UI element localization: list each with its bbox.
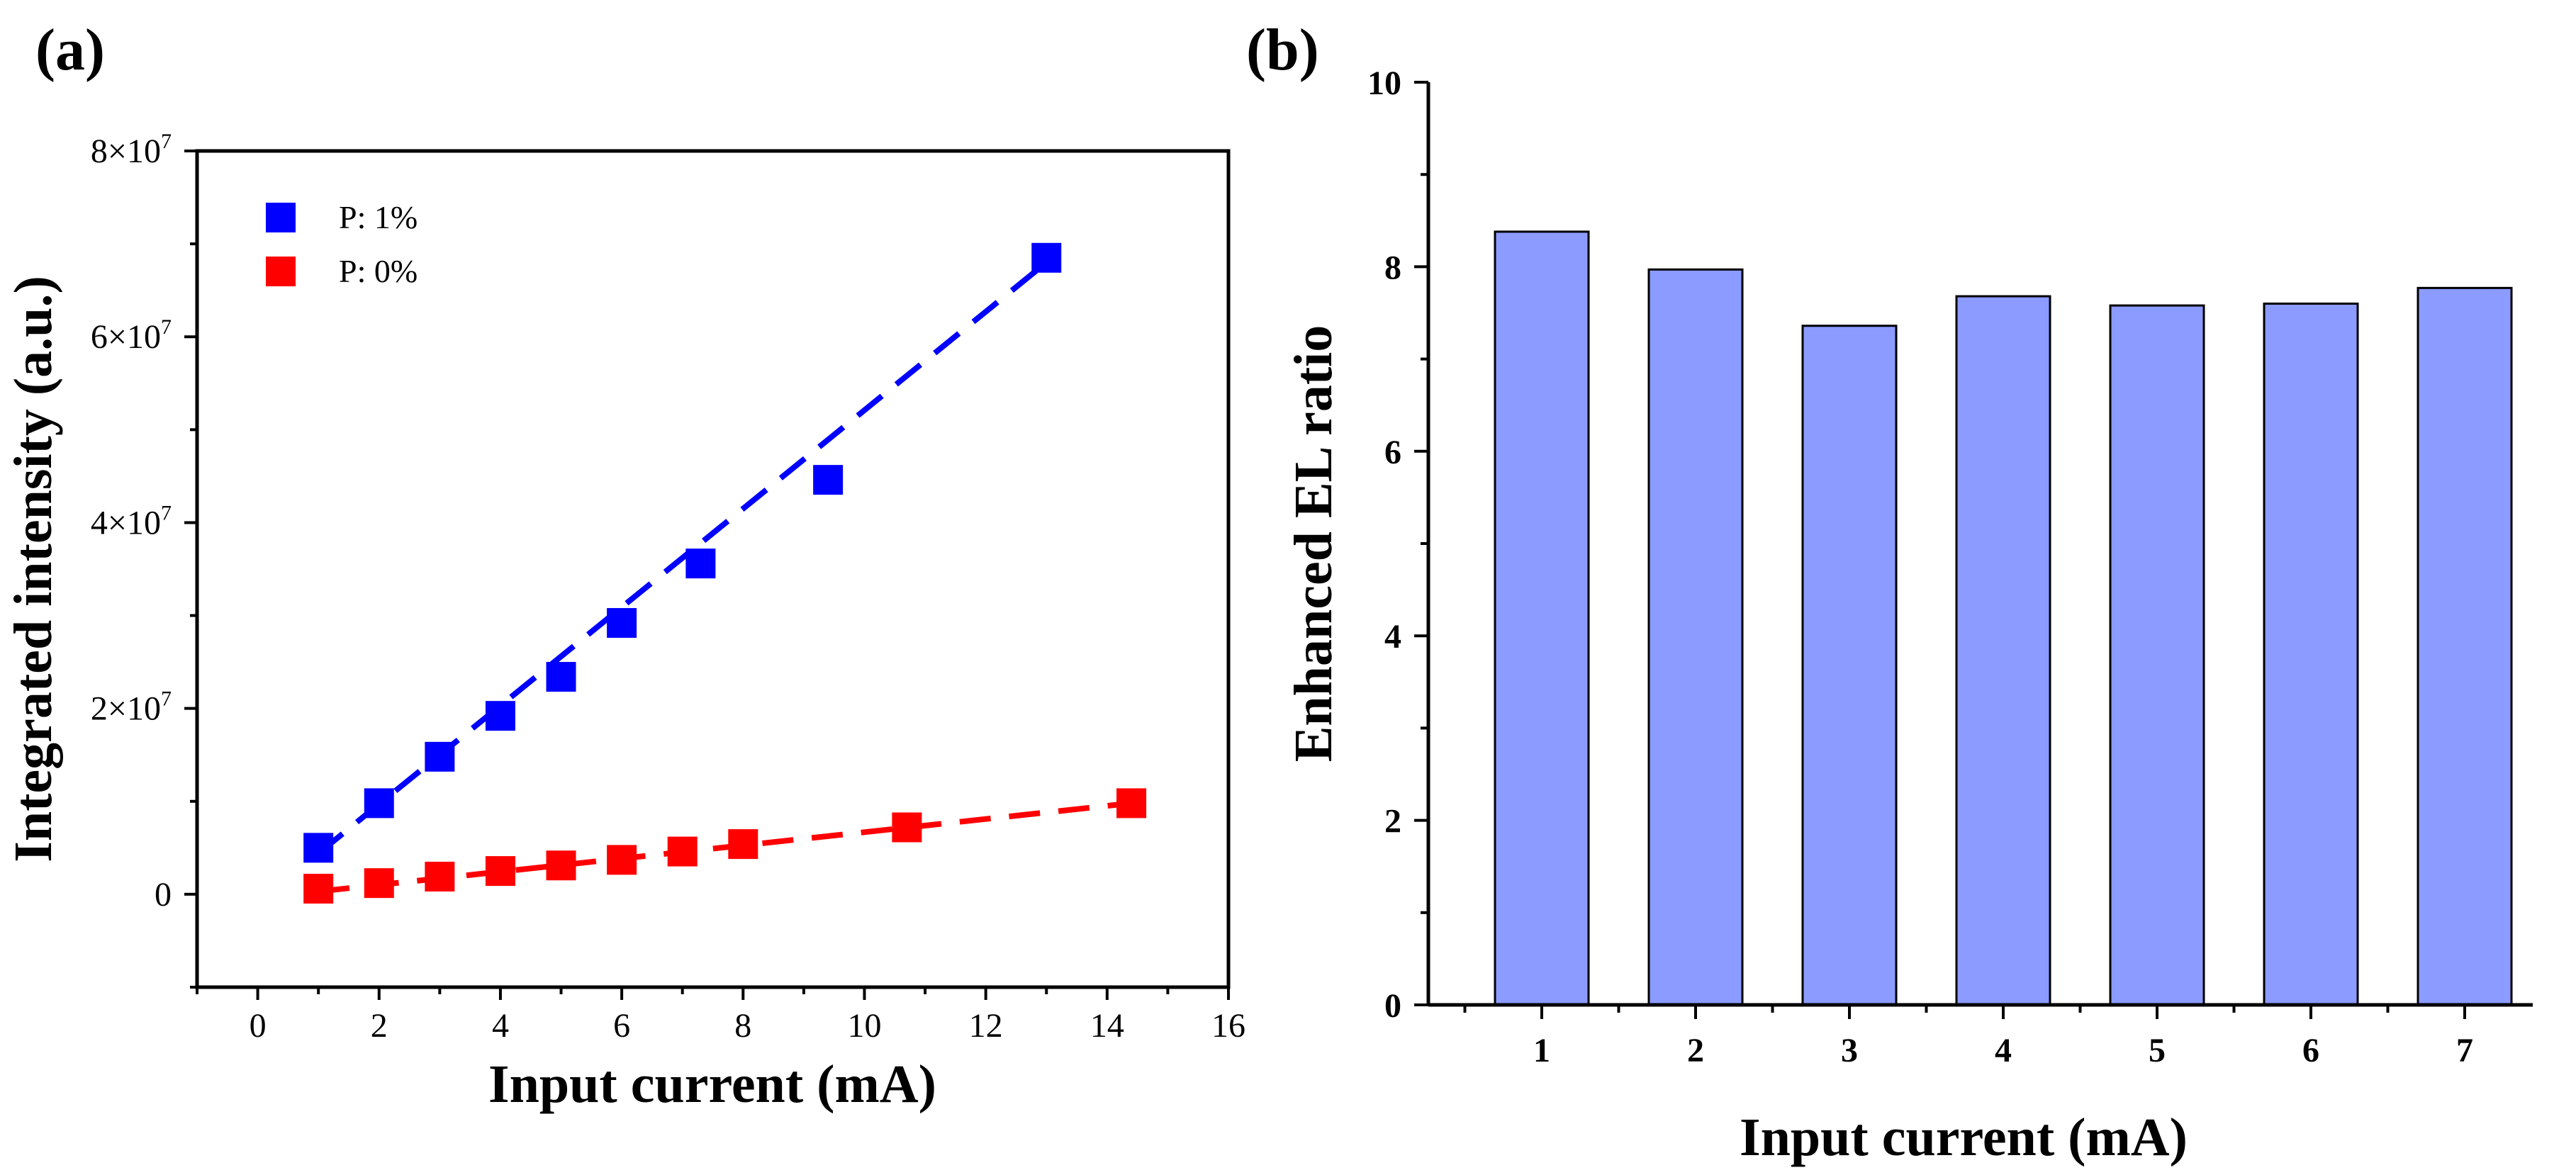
panel-b-y-tick-label-6: 6 bbox=[1384, 434, 1401, 471]
data-point-p-1pct-6 bbox=[607, 608, 637, 639]
data-point-p-1pct-1 bbox=[303, 833, 334, 863]
panel-a-x-tick-label-10: 10 bbox=[847, 1007, 881, 1045]
bar-3 bbox=[1801, 325, 1898, 1006]
data-point-p-0pct-9 bbox=[892, 812, 922, 843]
panel-b-y-tick-label-4: 4 bbox=[1384, 618, 1401, 656]
panel-a-y-tick-label: 8×107 bbox=[91, 130, 172, 170]
panel-a-y-axis-title: Integrated intensity (a.u.) bbox=[4, 276, 63, 862]
data-point-p-1pct-8 bbox=[813, 465, 844, 495]
panel-b-x-tick-label-3: 3 bbox=[1841, 1032, 1858, 1069]
data-point-p-1pct-9 bbox=[1031, 242, 1062, 273]
data-point-p-0pct-7 bbox=[667, 836, 698, 867]
data-point-p-1pct-2 bbox=[364, 788, 394, 819]
panel-a-legend: P: 1% P: 0% bbox=[266, 199, 418, 289]
panel-b-label: (b) bbox=[1246, 17, 1319, 83]
fit-line-p-0pct bbox=[318, 800, 1132, 894]
panel-b-x-tick-label-6: 6 bbox=[2302, 1032, 2319, 1069]
panel-a-y-tick-label: 0 bbox=[155, 876, 172, 913]
panel-a-x-tick-label-6: 6 bbox=[613, 1007, 630, 1045]
panel-a-y-tick-label: 4×107 bbox=[91, 501, 172, 541]
legend-marker-p-1pct bbox=[266, 203, 296, 232]
panel-a-x-tick-label-8: 8 bbox=[734, 1007, 751, 1045]
panel-a-y-tick-label: 6×107 bbox=[91, 315, 172, 356]
panel-a-x-axis-title: Input current (mA) bbox=[488, 1054, 936, 1114]
panel-a-label: (a) bbox=[35, 17, 105, 83]
bar-4 bbox=[1955, 295, 2051, 1006]
data-point-p-1pct-4 bbox=[485, 701, 515, 731]
data-point-p-0pct-4 bbox=[485, 856, 515, 887]
bar-7 bbox=[2417, 286, 2513, 1006]
panel-a-x-tick-label-2: 2 bbox=[371, 1007, 388, 1045]
data-point-p-0pct-10 bbox=[1116, 788, 1147, 819]
legend-label-p-0pct: P: 0% bbox=[339, 253, 418, 289]
panel-b-x-tick-label-2: 2 bbox=[1687, 1032, 1704, 1069]
panel-b-y-axis-title: Enhanced EL ratio bbox=[1284, 325, 1343, 763]
panel-a-plot-frame bbox=[195, 149, 1231, 989]
panel-a-y-tick-label: 2×107 bbox=[91, 687, 172, 728]
data-point-p-0pct-6 bbox=[607, 845, 637, 875]
panel-b-x-tick-label-7: 7 bbox=[2456, 1032, 2473, 1069]
legend-marker-p-0pct bbox=[266, 257, 296, 286]
panel-a-x-tick-label-0: 0 bbox=[250, 1007, 267, 1045]
bar-1 bbox=[1494, 230, 1590, 1006]
data-point-p-1pct-5 bbox=[546, 662, 576, 692]
bar-2 bbox=[1647, 268, 1744, 1006]
panel-a-x-tick-label-12: 12 bbox=[969, 1007, 1003, 1045]
panel-b-x-axis-title: Input current (mA) bbox=[1740, 1108, 2188, 1167]
data-point-p-1pct-7 bbox=[685, 549, 716, 579]
data-point-p-0pct-5 bbox=[546, 850, 576, 881]
panel-b-x-tick-label-4: 4 bbox=[1995, 1032, 2012, 1069]
data-point-p-0pct-1 bbox=[303, 874, 334, 904]
bar-6 bbox=[2263, 302, 2359, 1006]
panel-b-x-tick-label-5: 5 bbox=[2149, 1032, 2166, 1069]
panel-b-y-tick-label-8: 8 bbox=[1384, 249, 1401, 286]
panel-a-x-tick-label-16: 16 bbox=[1211, 1007, 1245, 1045]
data-point-p-0pct-8 bbox=[728, 829, 758, 860]
panel-a-x-tick-label-4: 4 bbox=[492, 1007, 509, 1045]
legend-label-p-1pct: P: 1% bbox=[339, 199, 418, 235]
bar-5 bbox=[2109, 304, 2205, 1006]
data-point-p-0pct-3 bbox=[425, 861, 455, 891]
panel-b-y-tick-label-10: 10 bbox=[1367, 64, 1401, 102]
panel-a-integrated-intensity-chart: (a) 0 2 4 6 8 10 12 14 16 02×1074×1076×1078×107 … bbox=[4, 17, 1245, 1114]
panel-b-x-tick-label-1: 1 bbox=[1533, 1032, 1550, 1069]
panel-a-x-tick-label-14: 14 bbox=[1090, 1007, 1124, 1045]
panel-b-y-tick-label-2: 2 bbox=[1384, 803, 1401, 840]
data-point-p-1pct-3 bbox=[425, 741, 455, 772]
data-point-p-0pct-2 bbox=[364, 868, 394, 899]
panel-b-y-tick-label-0: 0 bbox=[1384, 987, 1401, 1025]
